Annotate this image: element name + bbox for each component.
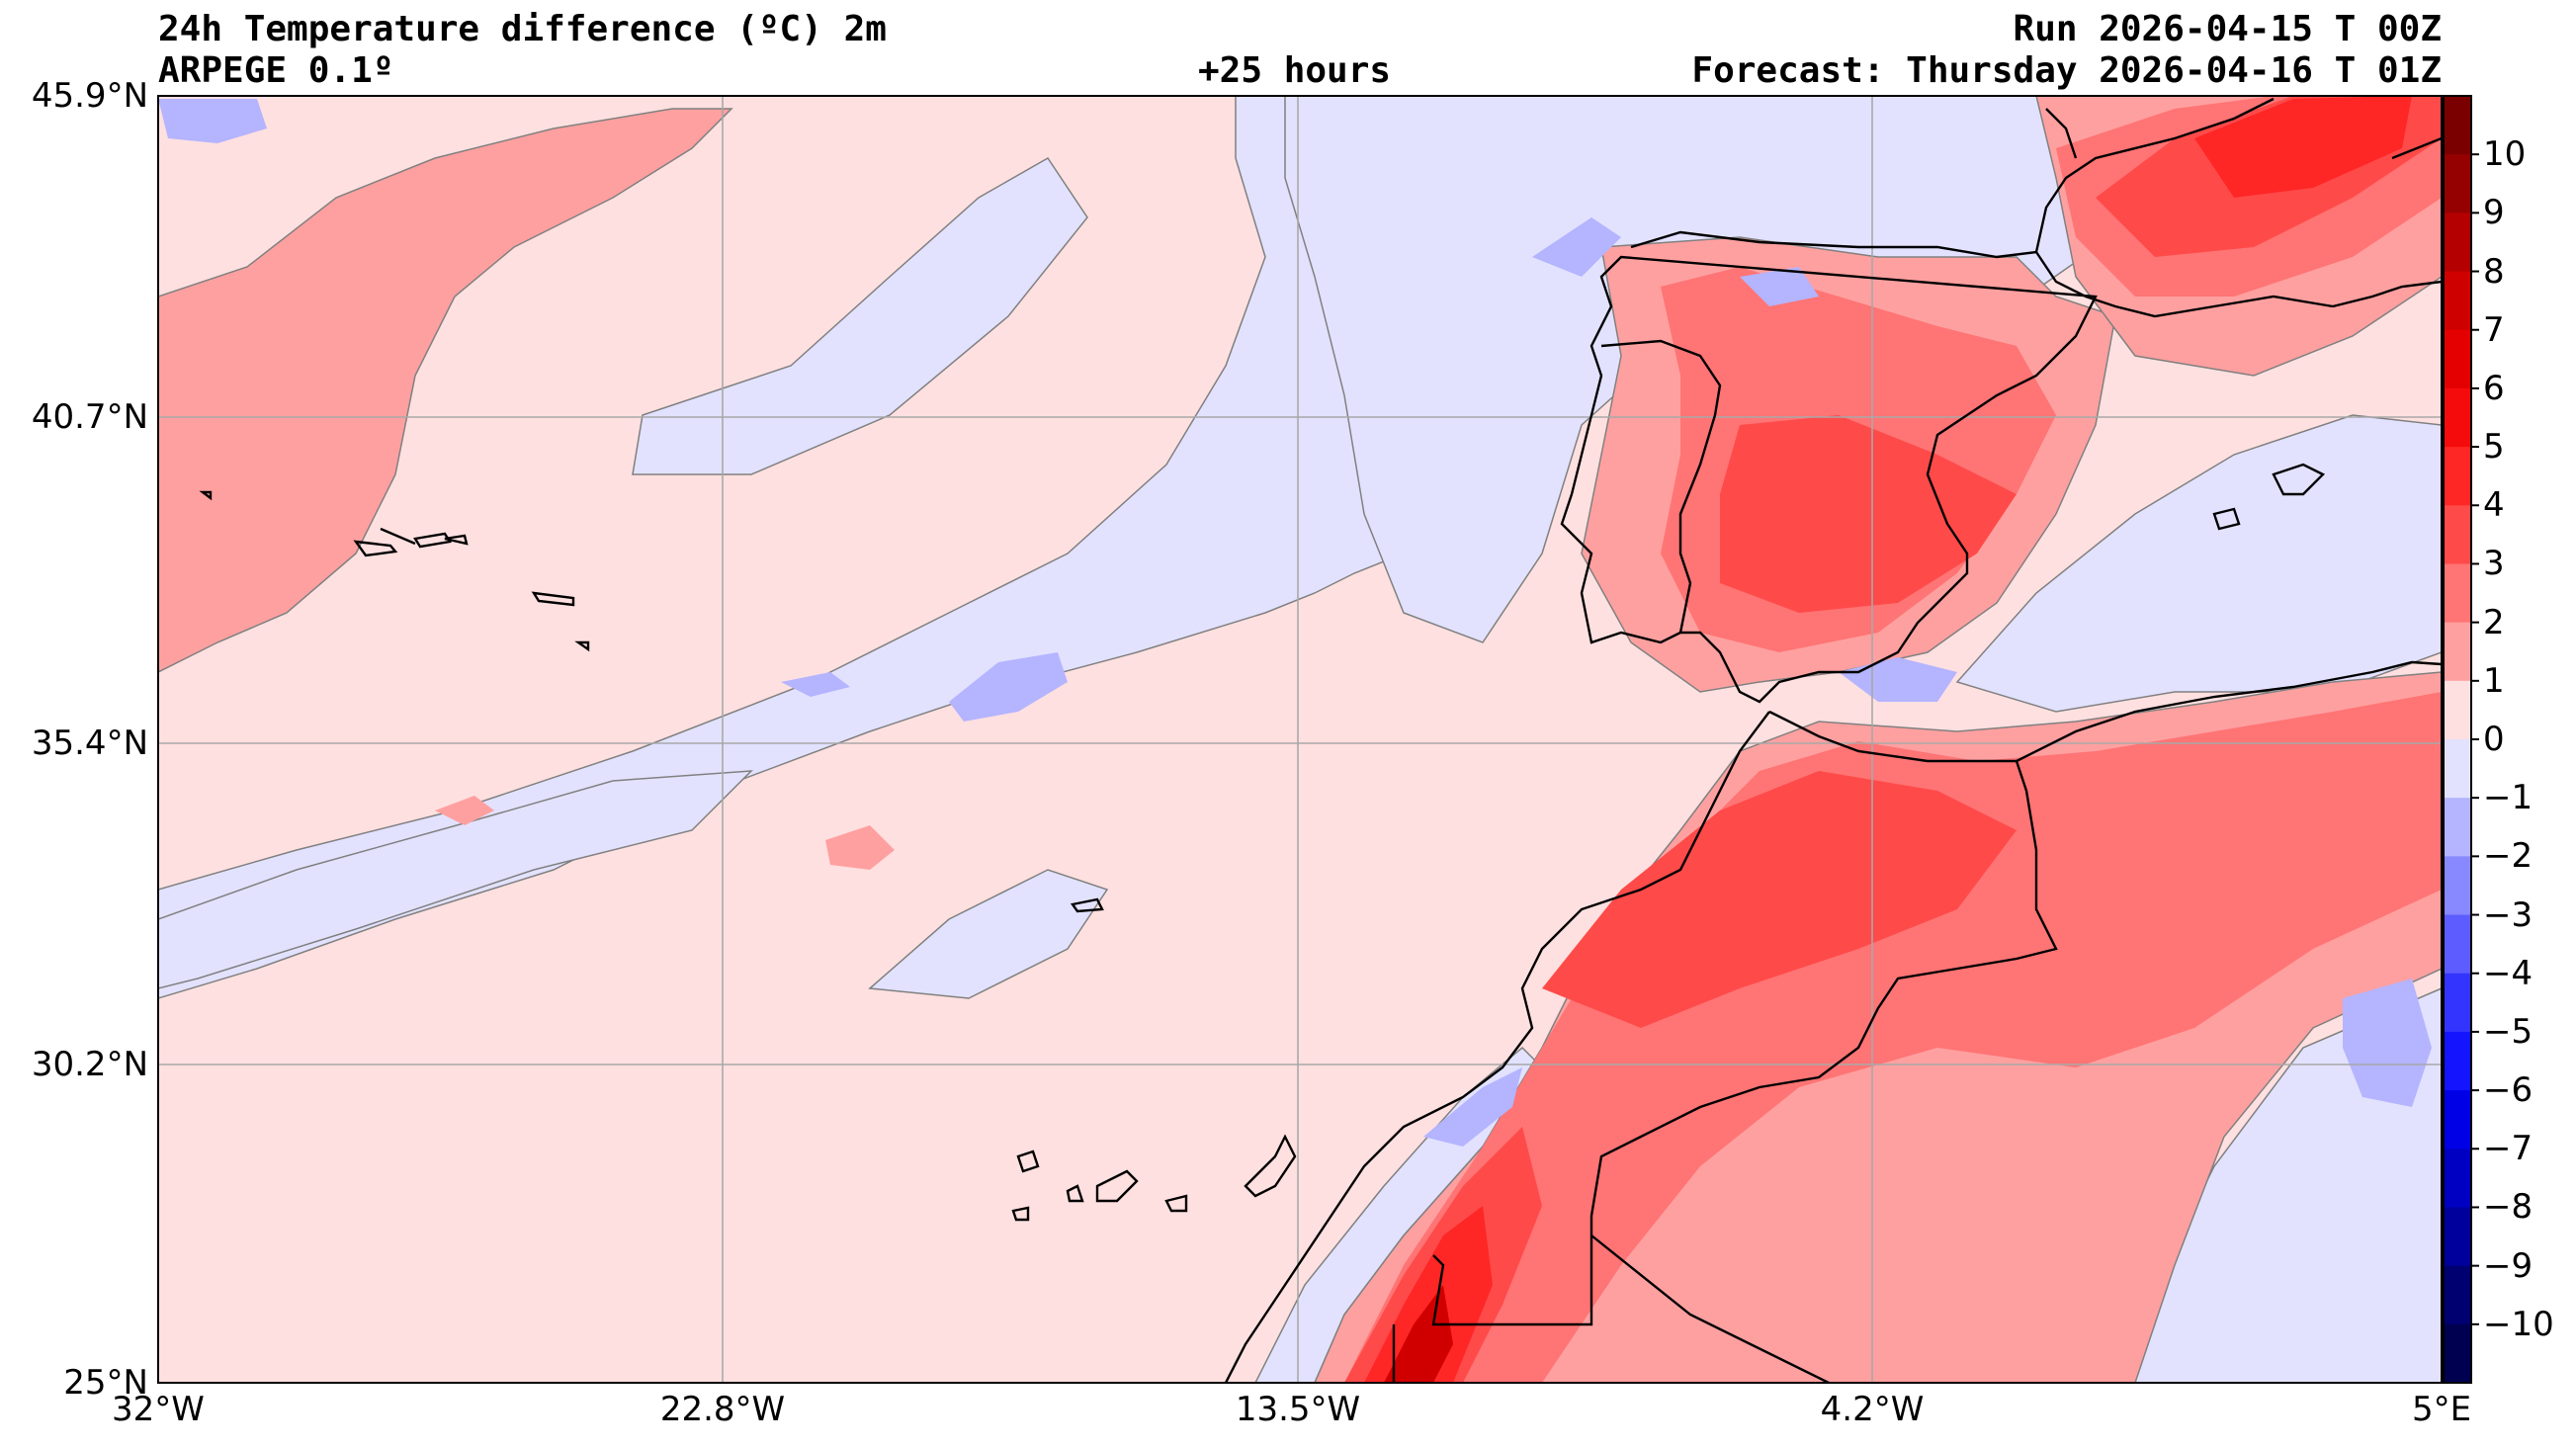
coast-morocco [1224,660,2442,1383]
lat-label-45-9: 45.9°N [31,76,148,116]
colorbar-tick-label: 5 [2483,427,2505,467]
colorbar-tick-label: 1 [2483,661,2505,701]
colorbar-swatch [2444,973,2471,1033]
colorbar-swatch [2444,622,2471,682]
colorbar-tick-label: 10 [2483,134,2527,174]
colorbar-tick-label: 9 [2483,193,2505,232]
colorbar-tick-label: 7 [2483,310,2505,350]
colorbar-swatch [2444,914,2471,975]
lon-label-4-2w: 4.2°W [1820,1390,1925,1429]
field-positive-blob-west [435,796,494,825]
colorbar-swatch [2444,739,2471,799]
field-negative-central-island [868,869,1109,999]
field-positive-blob-central [825,825,895,870]
forecast-label: Forecast: Thursday 2026-04-16 T 01Z [1691,50,2442,91]
field-negative-mediterranean [1955,414,2442,713]
colorbar-tick-label: 6 [2483,369,2505,408]
colorbar-tick-label: −7 [2483,1129,2533,1168]
colorbar-swatch [2444,856,2471,916]
temperature-field [158,96,2442,1383]
colorbar-swatch [2444,1090,2471,1150]
field-negative-2-center-b [781,672,850,697]
colorbar-tick-label: 8 [2483,252,2505,292]
border-western-sahara [1590,1235,1830,1383]
colorbar-swatch [2444,563,2471,624]
colorbar-tick-label: −1 [2483,778,2533,817]
coastlines [199,97,2442,1383]
colorbar-tick-label: −4 [2483,954,2533,993]
colorbar-tick-label: 2 [2483,603,2505,642]
colorbar-swatch [2444,505,2471,565]
lat-label-30-2: 30.2°N [31,1045,148,1084]
colorbar-swatch [2444,1031,2471,1091]
field-positive-3-maghreb [1542,771,2017,1028]
field-negative-2-sahara [2343,979,2432,1107]
colorbar-tick-label: 4 [2483,485,2505,525]
field-positive-5-france [2194,96,2412,198]
lead-time-label: +25 hours [1198,50,1392,91]
field-positive-5-sahara [1364,1206,1493,1383]
coast-canaries [1011,1134,1297,1222]
colorbar-tick-label: −8 [2483,1187,2533,1227]
gridlines [158,96,2442,1383]
colorbar-tick-label: −10 [2483,1305,2554,1344]
field-negative-2-atlas [1423,1067,1522,1147]
coast-corsica-sardinia [2045,108,2442,160]
colorbar-swatch [2444,1149,2471,1209]
colorbar-tick-label: −2 [2483,836,2533,876]
colorbar [2444,96,2479,1384]
colorbar-tick-label: −3 [2483,895,2533,935]
field-negative-2-ebro [1740,267,1819,306]
field-positive-2-maghreb [1344,692,2442,1383]
lon-label-13-5w: 13.5°W [1235,1390,1361,1429]
colorbar-swatch [2444,1323,2471,1384]
coast-france [2034,97,2442,308]
colorbar-tick-label: −5 [2483,1012,2533,1052]
colorbar-swatch [2444,329,2471,389]
field-negative-2-nw [158,99,267,143]
model-label: ARPEGE 0.1º [158,50,394,91]
colorbar-swatch [2444,387,2471,448]
plot-title: 24h Temperature difference (ºC) 2m [158,9,887,49]
colorbar-tick-label: −6 [2483,1070,2533,1110]
colorbar-swatch [2444,798,2471,857]
field-negative-west-band [632,157,1088,475]
coast-iberia [1560,230,2334,704]
colorbar-swatch [2444,154,2471,213]
colorbar-swatch [2444,213,2471,273]
colorbar-swatch [2444,1265,2471,1325]
plot-frame [157,95,2443,1384]
lon-label-22-8w: 22.8°W [659,1390,786,1429]
border-morocco-algeria [1431,760,2058,1326]
colorbar-frame [2443,95,2472,1384]
field-negative-2-galicia [1532,217,1621,277]
colorbar-swatch [2444,1207,2471,1267]
colorbar-tick-label: −9 [2483,1246,2533,1286]
run-label: Run 2026-04-15 T 00Z [2013,9,2442,49]
coast-azores [199,490,590,652]
colorbar-tick-label: 3 [2483,544,2505,583]
coast-baleares [2212,463,2326,531]
border-portugal-spain [1600,339,1722,634]
field-negative-2-center [949,652,1068,722]
field-positive-3-iberia [1720,415,2017,613]
colorbar-swatch [2444,447,2471,506]
colorbar-tick-label: 0 [2483,720,2505,759]
colorbar-swatch [2444,680,2471,740]
colorbar-swatch [2444,271,2471,331]
lat-label-25: 25°N [63,1363,148,1403]
field-positive-azores-plume [158,108,733,673]
coast-madeira [1070,897,1104,913]
colorbar-swatch [2444,96,2471,155]
lon-label-32w: 32°W [112,1390,205,1429]
lat-label-40-7: 40.7°N [31,397,148,437]
field-negative-sw-tongue [158,770,753,989]
lat-label-35-4: 35.4°N [31,724,148,763]
lon-label-5e: 5°E [2411,1390,2472,1429]
